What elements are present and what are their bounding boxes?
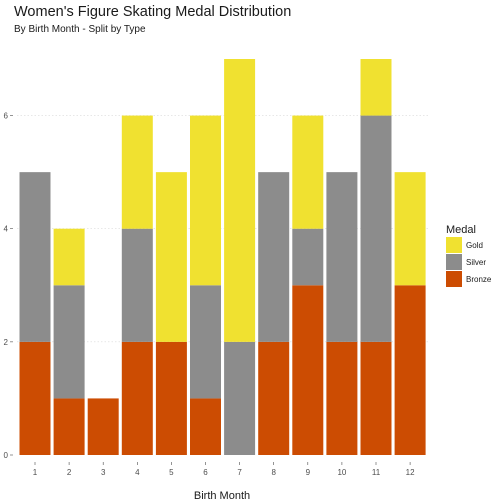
bar-silver-month-1 xyxy=(19,172,51,342)
bars xyxy=(19,59,426,455)
legend: Medal Gold Silver Bronze xyxy=(446,224,492,287)
bar-bronze-month-3 xyxy=(87,398,119,455)
x-tick-label-6: 6 xyxy=(203,468,208,477)
x-axis-title: Birth Month xyxy=(194,490,250,502)
bar-bronze-month-4 xyxy=(121,341,153,455)
bar-bronze-month-2 xyxy=(53,398,85,455)
y-tick-label-0: 0 xyxy=(4,451,9,460)
chart-title: Women's Figure Skating Medal Distributio… xyxy=(14,4,292,20)
bar-gold-month-4 xyxy=(121,115,153,229)
bar-silver-month-7 xyxy=(224,341,256,455)
bar-gold-month-5 xyxy=(155,172,187,342)
x-tick-label-10: 10 xyxy=(337,468,346,477)
bar-bronze-month-1 xyxy=(19,341,51,455)
legend-label-bronze: Bronze xyxy=(466,275,492,284)
y-tick-label-6: 6 xyxy=(4,112,9,121)
bar-silver-month-4 xyxy=(121,228,153,342)
y-tick-label-2: 2 xyxy=(4,338,9,347)
bar-bronze-month-9 xyxy=(292,285,324,455)
gridlines xyxy=(17,115,429,343)
bar-silver-month-8 xyxy=(258,172,290,342)
bar-silver-month-10 xyxy=(326,172,358,342)
bar-gold-month-11 xyxy=(360,59,392,116)
bar-bronze-month-8 xyxy=(258,341,290,455)
x-tick-label-9: 9 xyxy=(306,468,311,477)
bar-gold-month-12 xyxy=(394,172,426,286)
x-tick-label-11: 11 xyxy=(372,468,381,477)
y-tick-label-4: 4 xyxy=(4,225,9,234)
bar-bronze-month-11 xyxy=(360,341,392,455)
legend-label-gold: Gold xyxy=(466,241,483,250)
x-tick-label-7: 7 xyxy=(237,468,242,477)
bar-gold-month-9 xyxy=(292,115,324,229)
chart-subtitle: By Birth Month - Split by Type xyxy=(14,24,146,35)
legend-label-silver: Silver xyxy=(466,258,486,267)
x-tick-label-4: 4 xyxy=(135,468,140,477)
x-tick-label-8: 8 xyxy=(271,468,276,477)
bar-gold-month-7 xyxy=(224,59,256,342)
legend-key-gold xyxy=(446,237,462,253)
bar-bronze-month-6 xyxy=(190,398,221,455)
x-tick-label-5: 5 xyxy=(169,468,174,477)
bar-bronze-month-5 xyxy=(155,341,187,455)
x-tick-label-12: 12 xyxy=(406,468,415,477)
bar-gold-month-6 xyxy=(190,115,221,286)
bar-gold-month-2 xyxy=(53,228,85,286)
bar-bronze-month-10 xyxy=(326,341,358,455)
bar-bronze-month-12 xyxy=(394,285,426,455)
bar-silver-month-2 xyxy=(53,285,85,399)
x-tick-label-3: 3 xyxy=(101,468,106,477)
legend-title: Medal xyxy=(446,224,476,236)
legend-key-bronze xyxy=(446,271,462,287)
x-tick-label-2: 2 xyxy=(67,468,72,477)
bar-silver-month-6 xyxy=(190,285,221,399)
x-tick-label-1: 1 xyxy=(33,468,38,477)
legend-key-silver xyxy=(446,254,462,270)
bar-silver-month-9 xyxy=(292,228,324,286)
bar-silver-month-11 xyxy=(360,115,392,342)
